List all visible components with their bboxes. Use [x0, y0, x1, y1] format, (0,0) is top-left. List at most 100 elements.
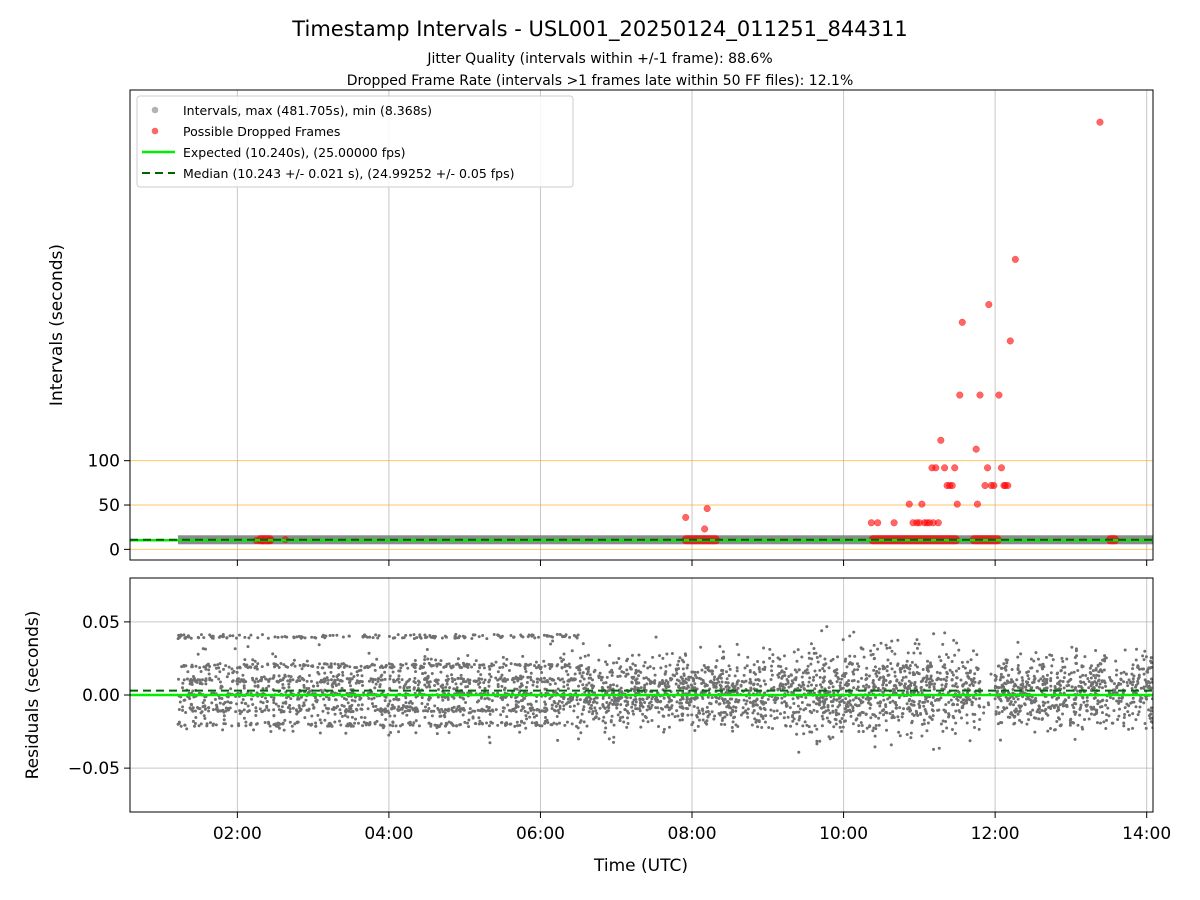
residual-point [968, 683, 972, 687]
residual-point [560, 677, 564, 681]
residual-point [435, 723, 439, 727]
residual-point [524, 685, 528, 689]
residual-point [643, 683, 647, 687]
residual-point [686, 713, 690, 717]
residual-point [203, 698, 207, 702]
residual-point [473, 722, 477, 726]
residual-point [593, 706, 597, 710]
residual-point [254, 714, 258, 718]
residual-point [982, 711, 986, 715]
residual-point [1016, 685, 1020, 689]
residual-point [801, 683, 805, 687]
residual-point [1037, 679, 1041, 683]
residual-point [202, 714, 206, 718]
residual-point [973, 726, 977, 730]
residual-point [873, 695, 877, 699]
residual-point [754, 720, 758, 724]
residual-point [562, 652, 566, 656]
residual-point [725, 677, 729, 681]
residual-point [293, 722, 297, 726]
residual-point [443, 708, 447, 712]
residual-point [898, 734, 902, 738]
top-plot-area [130, 90, 1153, 560]
residual-point [697, 718, 701, 722]
residual-point [800, 655, 804, 659]
residual-point [871, 729, 875, 733]
residual-point [285, 635, 289, 639]
residual-point [1002, 707, 1006, 711]
residual-point [754, 678, 758, 682]
residual-point [339, 723, 343, 727]
residual-point [712, 677, 716, 681]
residual-point [726, 681, 730, 685]
residual-point [480, 709, 484, 713]
residual-point [1050, 664, 1054, 668]
residual-point [723, 722, 727, 726]
residual-point [352, 674, 356, 678]
residual-point [224, 709, 228, 713]
residual-point [615, 661, 619, 665]
residual-point [347, 677, 351, 681]
residual-point [363, 666, 367, 670]
residual-point [367, 722, 371, 726]
residual-point [722, 710, 726, 714]
residual-point [314, 724, 318, 728]
residual-point [481, 634, 485, 638]
residual-point [998, 738, 1002, 742]
residual-point [965, 721, 969, 725]
residual-point [323, 703, 327, 707]
residual-point [718, 645, 722, 649]
residual-point [950, 727, 954, 731]
residual-point [558, 706, 562, 710]
residual-point [625, 696, 629, 700]
residual-point [713, 714, 717, 718]
residual-point [651, 655, 655, 659]
residual-point [466, 691, 470, 695]
residual-point [521, 654, 525, 658]
residual-point [181, 681, 185, 685]
residual-point [186, 634, 190, 638]
residual-point [307, 686, 311, 690]
residual-point [462, 677, 466, 681]
residual-point [857, 724, 861, 728]
residual-point [680, 658, 684, 662]
residual-point [665, 652, 669, 656]
residual-point [307, 707, 311, 711]
residual-point [797, 718, 801, 722]
residual-point [499, 713, 503, 717]
residual-point [412, 637, 416, 641]
residual-point [826, 705, 830, 709]
residual-point [334, 684, 338, 688]
residual-point [735, 669, 739, 673]
residual-point [1040, 667, 1044, 671]
residual-point [409, 699, 413, 703]
residual-point [778, 683, 782, 687]
residual-point [677, 667, 681, 671]
residual-point [877, 671, 881, 675]
residual-point [1029, 686, 1033, 690]
residual-point [1134, 658, 1138, 662]
residual-point [276, 635, 280, 639]
residual-point [843, 659, 847, 663]
residual-point [733, 684, 737, 688]
residual-point [333, 720, 337, 724]
residual-point [458, 723, 462, 727]
residual-point [543, 700, 547, 704]
residual-point [246, 666, 250, 670]
residual-point [176, 722, 180, 726]
residual-point [797, 710, 801, 714]
residual-point [562, 685, 566, 689]
residual-point [437, 688, 441, 692]
residual-point [922, 718, 926, 722]
residual-point [612, 723, 616, 727]
residual-point [899, 670, 903, 674]
residual-point [519, 634, 523, 638]
residual-point [852, 630, 856, 634]
residual-point [283, 718, 287, 722]
residual-point [381, 666, 385, 670]
residual-point [695, 676, 699, 680]
residual-point [1089, 664, 1093, 668]
residual-point [246, 645, 250, 649]
residual-point [412, 679, 416, 683]
residual-point [772, 709, 776, 713]
